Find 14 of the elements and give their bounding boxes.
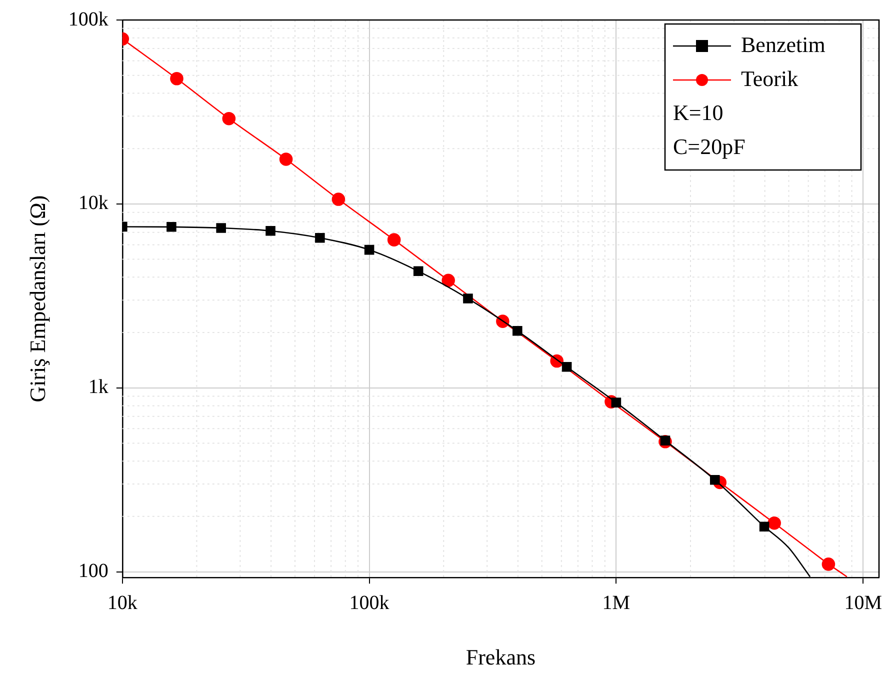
annotation: C=20pF: [673, 134, 746, 159]
x-tick-label: 1M: [602, 592, 630, 614]
legend-label: Teorik: [741, 66, 798, 91]
y-tick-label: 1k: [88, 376, 108, 398]
x-tick-label: 10k: [107, 592, 138, 614]
y-tick-label: 100k: [68, 8, 108, 30]
y-axis-title: Giriş Empedansları (Ω): [24, 195, 50, 402]
annotation: K=10: [673, 100, 724, 125]
legend-label: Benzetim: [741, 32, 826, 57]
y-tick-label: 10k: [78, 192, 108, 214]
x-tick-label: 10M: [844, 592, 882, 614]
x-tick-label: 100k: [349, 592, 390, 614]
y-tick-label: 100: [78, 560, 108, 582]
x-axis-title: Frekans: [466, 644, 536, 670]
